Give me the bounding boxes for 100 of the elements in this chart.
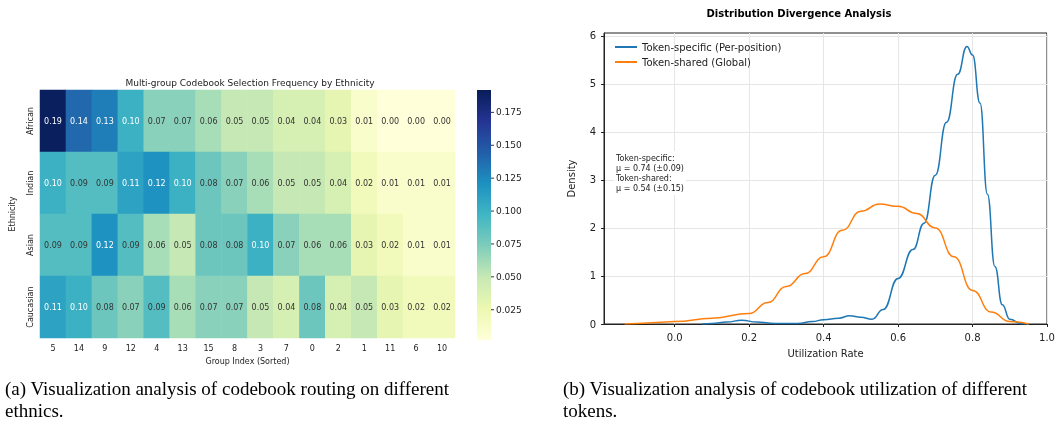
data-label: 0.09 <box>121 240 140 250</box>
x-tick-label: 7 <box>283 343 289 353</box>
line-series <box>624 203 1030 325</box>
x-tick-label: 1.0 <box>1039 331 1055 343</box>
data-label: 0.07 <box>199 302 218 312</box>
data-label: 0.07 <box>147 116 166 126</box>
data-label: 0.01 <box>407 178 425 188</box>
data-label: 0.07 <box>277 240 296 250</box>
x-axis-title: Utilization Rate <box>787 347 864 359</box>
x-tick-label: 11 <box>385 343 396 353</box>
data-label: 0.11 <box>44 302 62 312</box>
data-label: 0.09 <box>95 178 114 188</box>
x-tick-label: 1 <box>361 343 367 353</box>
data-label: 0.03 <box>381 302 400 312</box>
data-label: 0.05 <box>303 178 322 188</box>
legend-label: Token-shared (Global) <box>641 56 752 68</box>
data-label: 0.08 <box>199 240 218 250</box>
data-label: 0.01 <box>407 240 425 250</box>
data-label: 0.07 <box>225 302 244 312</box>
x-tick-label: 0.4 <box>815 331 832 343</box>
data-label: 0.05 <box>251 116 270 126</box>
data-label: 0.10 <box>121 116 140 126</box>
x-tick-label: 13 <box>177 343 188 353</box>
text: (a) Visualization analysis of codebook routing on different ethnics. <box>5 378 450 422</box>
data-label: 0.00 <box>433 116 451 126</box>
y-tick-label: 3 <box>589 174 596 186</box>
data-label: 0.06 <box>303 240 322 250</box>
data-label: 0.05 <box>225 116 244 126</box>
color-bar-label: 0.025 <box>496 304 522 315</box>
data-label: 0.12 <box>95 240 114 250</box>
color-bar-label: 0.050 <box>496 271 523 282</box>
color-bar-label: 0.150 <box>496 140 523 151</box>
data-label: 0.10 <box>173 178 192 188</box>
color-bar-label: 0.100 <box>496 206 523 217</box>
data-label: 0.01 <box>381 178 400 188</box>
data-label: 0.05 <box>277 178 296 188</box>
data-label: 0.02 <box>355 178 374 188</box>
x-tick-label: 0 <box>309 343 315 353</box>
y-tick-label: 6 <box>589 30 596 42</box>
data-label: 0.01 <box>433 240 451 250</box>
x-tick-label: 5 <box>50 343 56 353</box>
data-label: 0.10 <box>251 240 270 250</box>
y-axis-title: Ethnicity <box>7 196 17 232</box>
x-tick-label: 0.2 <box>741 331 758 343</box>
y-tick-label: African <box>25 107 35 135</box>
y-tick-label: Caucasian <box>25 286 35 328</box>
data-label: 0.05 <box>173 240 192 250</box>
y-tick-label: 0 <box>589 318 596 330</box>
data-label: 0.12 <box>147 178 166 188</box>
data-label: 0.00 <box>407 116 425 126</box>
data-label: 0.04 <box>329 178 348 188</box>
y-tick-label: 1 <box>589 270 596 282</box>
x-tick-label: 0.6 <box>890 331 907 343</box>
color-bar-label: 0.075 <box>496 238 522 249</box>
y-tick-label: 2 <box>589 222 596 234</box>
chart-title: Distribution Divergence Analysis <box>706 7 892 19</box>
y-tick-label: Asian <box>25 234 35 256</box>
data-label: 0.19 <box>44 116 62 126</box>
data-label: 0.11 <box>121 178 140 188</box>
data-label: 0.06 <box>251 178 270 188</box>
data-label: 0.08 <box>95 302 114 312</box>
color-bar-label: 0.125 <box>496 173 522 184</box>
data-label: 0.09 <box>70 240 88 250</box>
data-label: 0.14 <box>70 116 88 126</box>
x-tick-label: 14 <box>73 343 84 353</box>
x-tick-label: 10 <box>436 343 448 353</box>
data-label: 0.04 <box>329 302 348 312</box>
text: (b) Visualization analysis of codebook utilization of different tokens. <box>563 378 1029 422</box>
data-label: 0.04 <box>303 116 322 126</box>
data-label: 0.03 <box>329 116 348 126</box>
x-tick-label: 12 <box>125 343 136 353</box>
y-axis-title: Density <box>565 159 577 198</box>
data-label: 0.05 <box>251 302 270 312</box>
data-label: 0.07 <box>225 178 244 188</box>
data-label: 0.06 <box>329 240 348 250</box>
x-tick-label: 9 <box>102 343 108 353</box>
data-label: 0.07 <box>173 116 192 126</box>
data-label: 0.07 <box>121 302 140 312</box>
data-label: 0.13 <box>95 116 114 126</box>
data-label: 0.08 <box>225 240 244 250</box>
data-label: 0.08 <box>303 302 322 312</box>
data-label: 0.09 <box>44 240 62 250</box>
data-label: 0.10 <box>44 178 62 188</box>
data-label: 0.05 <box>355 302 374 312</box>
y-tick-label: 5 <box>589 78 596 90</box>
data-label: 0.00 <box>381 116 400 126</box>
data-label: 0.02 <box>381 240 400 250</box>
x-tick-label: 6 <box>413 343 419 353</box>
data-label: 0.02 <box>433 302 451 312</box>
chart-title: Multi-group Codebook Selection Frequency by Ethnicity <box>125 77 376 88</box>
x-tick-label: 15 <box>203 343 214 353</box>
y-tick-label: Indian <box>25 170 35 196</box>
data-label: 0.09 <box>70 178 88 188</box>
data-label: 0.01 <box>355 116 374 126</box>
data-label: 0.02 <box>407 302 425 312</box>
data-label: 0.03 <box>355 240 374 250</box>
color-bar-label: 0.175 <box>496 107 522 118</box>
x-tick-label: 0.0 <box>666 331 683 343</box>
x-tick-label: 4 <box>154 343 160 353</box>
x-tick-label: 3 <box>257 343 264 353</box>
